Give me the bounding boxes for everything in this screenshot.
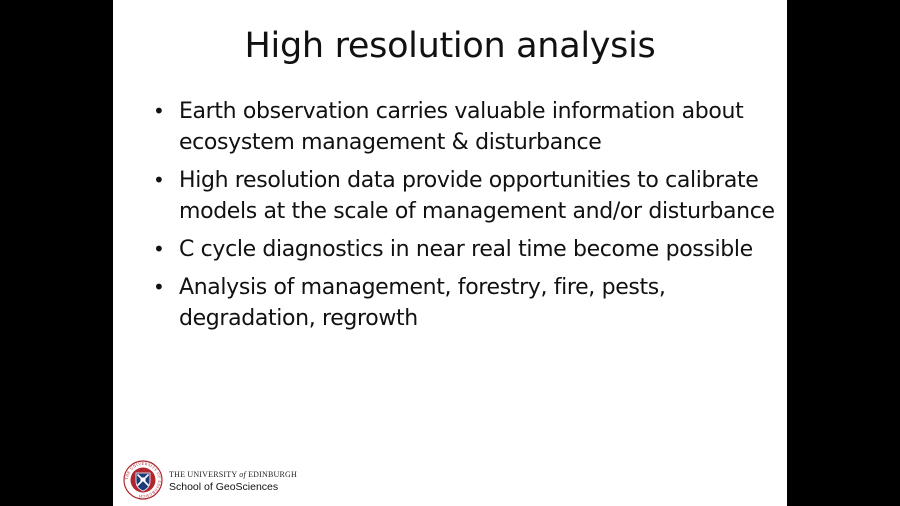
university-crest-icon: THE UNIVERSITY OF EDINBURGH [123, 460, 163, 500]
school-name: School of GeoSciences [169, 481, 279, 493]
bullet-item: • High resolution data provide opportuni… [151, 165, 781, 227]
bullet-text: Analysis of management, forestry, fire, … [179, 275, 666, 331]
bullet-item: • C cycle diagnostics in near real time … [151, 234, 781, 265]
university-logo: THE UNIVERSITY OF EDINBURGH THE UNIVERSI… [123, 460, 323, 504]
bullet-text: C cycle diagnostics in near real time be… [179, 237, 753, 262]
bullet-marker: • [153, 237, 165, 261]
bullet-marker: • [153, 168, 165, 192]
bullet-item: • Earth observation carries valuable inf… [151, 96, 781, 158]
bullet-list: • Earth observation carries valuable inf… [151, 96, 781, 341]
slide-title: High resolution analysis [244, 26, 656, 66]
bullet-text: Earth observation carries valuable infor… [179, 99, 744, 155]
slide: High resolution analysis • Earth observa… [113, 0, 787, 506]
bullet-marker: • [153, 275, 165, 299]
university-name-prefix: THE UNIVERSITY [169, 470, 240, 479]
university-name-suffix: EDINBURGH [245, 470, 297, 479]
university-name: THE UNIVERSITY of EDINBURGH [169, 470, 297, 479]
bullet-marker: • [153, 99, 165, 123]
bullet-item: • Analysis of management, forestry, fire… [151, 272, 781, 334]
university-name-of: of [239, 470, 246, 479]
bullet-text: High resolution data provide opportuniti… [179, 168, 775, 224]
